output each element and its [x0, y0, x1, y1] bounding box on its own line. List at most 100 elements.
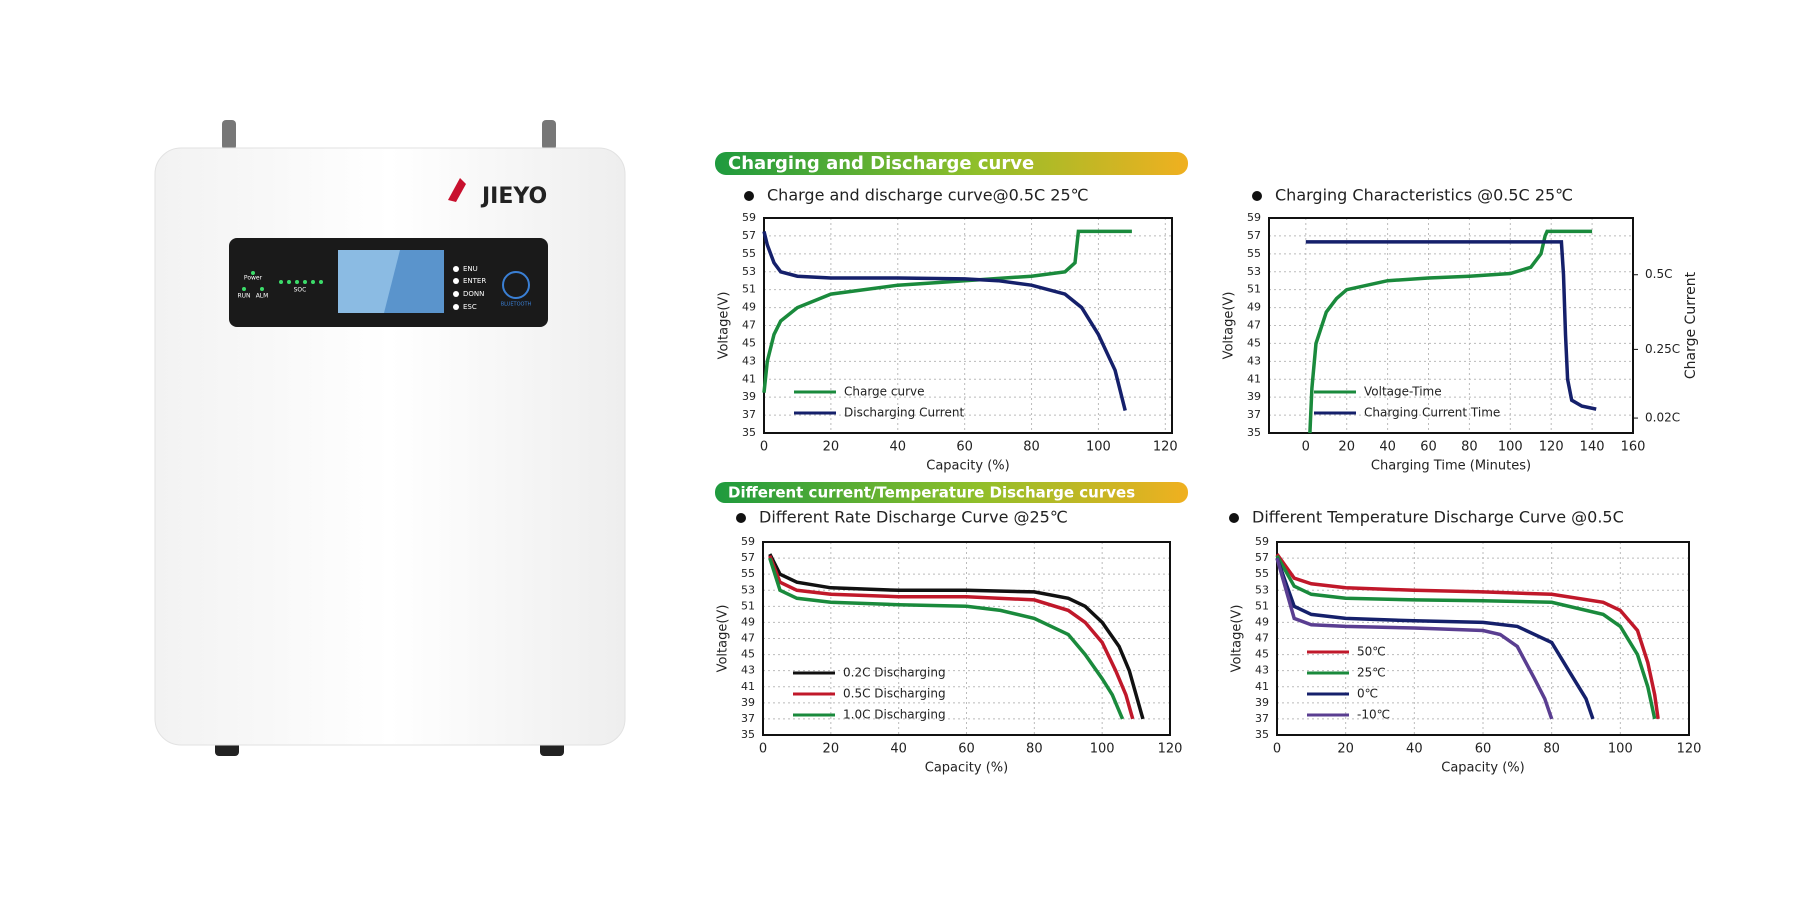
x-tick-label: 40: [889, 440, 906, 455]
x-tick-label: 120: [1539, 440, 1564, 455]
x-axis-label: Charging Time (Minutes): [1371, 459, 1531, 474]
x-tick-label: 80: [1461, 440, 1478, 455]
series-line: [1275, 553, 1660, 720]
x-tick-label: 60: [1475, 742, 1492, 757]
section-header: [715, 152, 1188, 175]
y-tick-label: 45: [741, 648, 755, 661]
x-tick-label: 60: [958, 742, 975, 757]
y-tick-label: 59: [742, 211, 756, 224]
lcd-shade: [384, 250, 444, 313]
x-tick-label: 120: [1677, 742, 1702, 757]
x-tick-label: 0: [1302, 440, 1310, 455]
series-line: [1305, 240, 1597, 411]
y-axis-label: Voltage(V): [716, 605, 731, 673]
x-tick-label: 100: [1608, 742, 1633, 757]
y-tick-label: 55: [1255, 567, 1269, 580]
series-line: [762, 229, 1132, 393]
x-tick-label: 80: [1543, 742, 1560, 757]
y-tick-label: 47: [741, 632, 755, 645]
x-tick-label: 20: [1338, 440, 1355, 455]
section-header: [715, 482, 1188, 503]
series-line: [762, 230, 1127, 412]
y-tick-label: 39: [741, 696, 755, 709]
y-tick-label: 55: [741, 567, 755, 580]
y-tick-label: 41: [742, 372, 756, 385]
y2-tick-label: 0.02C: [1645, 411, 1680, 425]
section-title: Different current/Temperature Discharge …: [728, 484, 1135, 502]
device: JIEYO Power RUN ALM SOC ENU ENTER DONN E…: [154, 120, 626, 756]
plot-frame: [1268, 217, 1634, 434]
y-tick-label: 45: [1255, 648, 1269, 661]
y-tick-label: 55: [742, 247, 756, 260]
legend-label: 0.5C Discharging: [843, 687, 946, 701]
y-tick-label: 59: [741, 535, 755, 548]
series-line: [768, 557, 1125, 720]
button-label: ENU: [463, 265, 478, 273]
x-tick-label: 20: [823, 742, 840, 757]
series-line: [1275, 557, 1554, 720]
y-tick-label: 47: [1255, 632, 1269, 645]
legend-label: Charging Current Time: [1364, 406, 1500, 420]
y-axis-label: Voltage(V): [1222, 292, 1237, 360]
y-tick-label: 51: [741, 599, 755, 612]
y-tick-label: 35: [1247, 426, 1261, 439]
device-body: [154, 147, 626, 746]
x-tick-label: 40: [890, 742, 907, 757]
x-tick-label: 80: [1026, 742, 1043, 757]
series-line: [768, 555, 1135, 720]
y-tick-label: 51: [1255, 599, 1269, 612]
y-tick-label: 35: [1255, 728, 1269, 741]
x-tick-label: 140: [1580, 440, 1605, 455]
legend-label: 50℃: [1357, 645, 1386, 659]
y-tick-label: 47: [1247, 319, 1261, 332]
y-tick-label: 35: [742, 426, 756, 439]
series-line: [768, 553, 1145, 720]
x-axis-label: Capacity (%): [926, 459, 1009, 474]
button-label: ESC: [463, 303, 477, 311]
y-tick-label: 39: [1247, 390, 1261, 403]
title-bullet: [744, 191, 754, 201]
plot-frame: [762, 541, 1171, 736]
y-tick-label: 55: [1247, 247, 1261, 260]
legend-label: Voltage-Time: [1364, 385, 1442, 399]
x-tick-label: 0: [1273, 742, 1281, 757]
y-tick-label: 45: [742, 336, 756, 349]
chart-title: Charge and discharge curve@0.5C 25℃: [767, 186, 1089, 205]
logo: [448, 178, 466, 202]
x-tick-label: 60: [956, 440, 973, 455]
legend-label: 0℃: [1357, 687, 1378, 701]
legend-label: -10℃: [1357, 708, 1390, 722]
y-tick-label: 57: [741, 551, 755, 564]
y-tick-label: 37: [1255, 712, 1269, 725]
led-label: RUN: [237, 293, 250, 300]
handle: [222, 120, 236, 150]
bluetooth-icon: [502, 271, 530, 299]
led-label: ALM: [256, 293, 269, 300]
y-tick-label: 43: [742, 354, 756, 367]
x-tick-label: 100: [1090, 742, 1115, 757]
x-tick-label: 0: [759, 742, 767, 757]
y-tick-label: 53: [742, 265, 756, 278]
y-tick-label: 53: [741, 583, 755, 596]
y-tick-label: 43: [1255, 664, 1269, 677]
y-tick-label: 49: [1247, 301, 1261, 314]
y-tick-label: 57: [1255, 551, 1269, 564]
title-bullet: [1229, 513, 1239, 523]
y-tick-label: 37: [742, 408, 756, 421]
x-tick-label: 20: [823, 440, 840, 455]
legend-label: Discharging Current: [844, 406, 964, 420]
y-tick-label: 51: [1247, 283, 1261, 296]
plot-frame: [1276, 541, 1690, 736]
y-tick-label: 57: [1247, 229, 1261, 242]
y-tick-label: 57: [742, 229, 756, 242]
y-tick-label: 39: [742, 390, 756, 403]
x-tick-label: 0: [760, 440, 768, 455]
y-axis-label: Voltage(V): [717, 292, 732, 360]
led-label: Power: [244, 275, 263, 282]
y-tick-label: 41: [741, 680, 755, 693]
x-tick-label: 120: [1158, 742, 1183, 757]
y-tick-label: 37: [1247, 408, 1261, 421]
legend-label: 25℃: [1357, 666, 1386, 680]
